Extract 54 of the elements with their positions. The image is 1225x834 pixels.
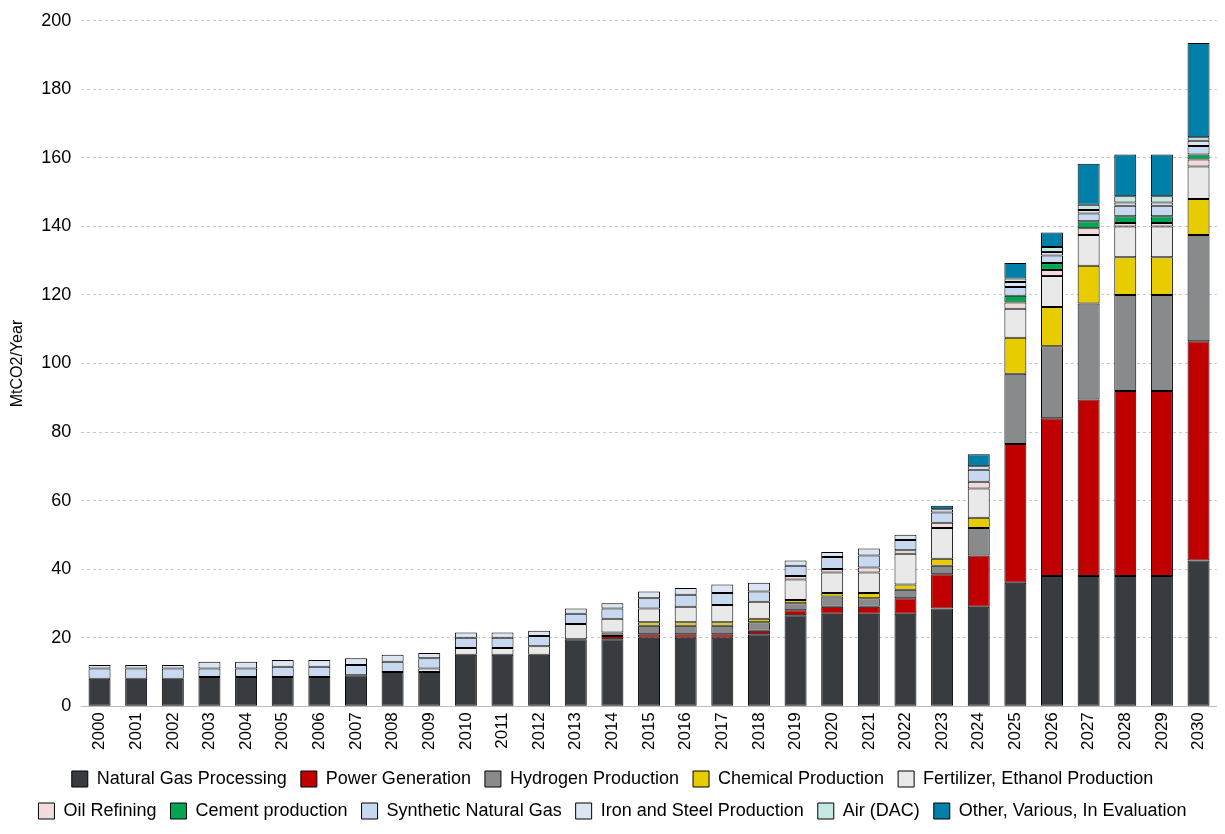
x-tick-label: 2018: [748, 712, 768, 751]
x-tick-label: 2008: [382, 712, 402, 751]
x-tick-label: 2029: [1151, 712, 1171, 751]
x-tick-label: 2005: [272, 712, 292, 751]
x-tick-label: 2015: [638, 712, 658, 751]
x-tick-label: 2019: [785, 712, 805, 751]
x-tick-label: 2014: [602, 712, 622, 751]
x-tick-label: 2027: [1078, 712, 1098, 751]
y-tick-label: 80: [51, 421, 72, 441]
x-tick-label: 2007: [345, 712, 365, 751]
legend-label: Power Generation: [325, 767, 471, 788]
x-tick-label: 2002: [162, 712, 182, 751]
legend-label: Other, Various, In Evaluation: [958, 799, 1187, 820]
x-tick-label: 2022: [895, 712, 915, 751]
y-tick-label: 180: [41, 78, 72, 99]
x-tick-label: 2017: [712, 712, 731, 751]
x-tick-label: 2001: [125, 712, 145, 751]
y-tick-label: 200: [41, 9, 72, 30]
legend-label: Natural Gas Processing: [96, 767, 287, 788]
y-axis-title: MtCO2/Year: [8, 319, 26, 408]
legend-label: Cement production: [195, 799, 348, 820]
x-tick-label: 2024: [968, 712, 988, 751]
legend-label: Air (DAC): [842, 799, 920, 820]
x-tick-label: 2003: [199, 712, 219, 751]
x-tick-label: 2013: [565, 712, 585, 751]
y-tick-label: 140: [41, 215, 72, 236]
legend-label: Chemical Production: [718, 767, 885, 788]
x-tick-label: 2030: [1188, 712, 1208, 751]
x-tick-label: 2016: [675, 712, 695, 751]
x-tick-label: 2011: [492, 712, 512, 749]
x-tick-label: 2028: [1114, 712, 1134, 751]
y-tick-label: 60: [51, 489, 72, 510]
x-tick-label: 2021: [858, 712, 878, 751]
x-tick-label: 2009: [418, 712, 438, 751]
x-tick-label: 2004: [235, 712, 255, 751]
y-tick-label: 160: [41, 146, 72, 167]
y-tick-label: 20: [51, 626, 72, 647]
x-tick-label: 2025: [1005, 712, 1025, 751]
y-tick-label: 40: [51, 558, 72, 579]
legend-label: Iron and Steel Production: [600, 799, 804, 820]
x-tick-label: 2026: [1041, 712, 1061, 751]
y-tick-label: 100: [41, 352, 72, 373]
y-tick-label: 120: [41, 283, 72, 304]
x-tick-label: 2020: [821, 712, 841, 751]
x-tick-label: 2000: [89, 712, 109, 751]
y-tick-label: 0: [61, 695, 72, 716]
legend-label: Synthetic Natural Gas: [386, 799, 562, 820]
x-tick-label: 2010: [455, 712, 475, 751]
legend-label: Fertilizer, Ethanol Production: [923, 767, 1154, 788]
x-tick-label: 2023: [931, 712, 951, 751]
x-tick-label: 2012: [528, 712, 548, 751]
x-tick-label: 2006: [309, 712, 329, 751]
legend-label: Hydrogen Production: [509, 767, 680, 788]
legend-label: Oil Refining: [63, 799, 157, 820]
